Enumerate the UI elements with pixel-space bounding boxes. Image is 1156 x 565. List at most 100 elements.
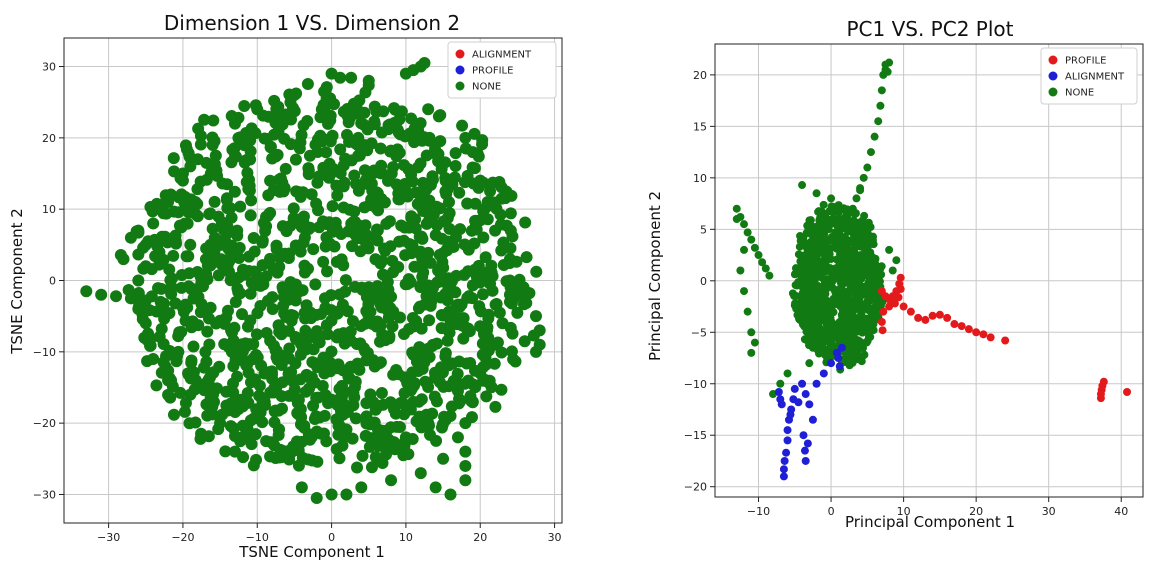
point-none xyxy=(418,56,431,69)
point-none xyxy=(449,147,462,160)
point-none xyxy=(302,262,315,275)
point-none xyxy=(241,320,254,333)
x-tick-label: 30 xyxy=(1042,505,1056,518)
point-none xyxy=(210,382,223,395)
y-axis-label: Principal Component 2 xyxy=(646,191,664,361)
point-none xyxy=(370,105,383,118)
point-none xyxy=(245,194,258,207)
point-none xyxy=(821,210,830,219)
point-none xyxy=(132,224,145,237)
point-none xyxy=(139,317,152,330)
point-none xyxy=(124,231,137,244)
point-none xyxy=(340,488,353,501)
point-none xyxy=(368,230,381,243)
point-none xyxy=(795,314,804,323)
legend-label: ALIGNMENT xyxy=(472,50,532,61)
point-none xyxy=(320,146,333,159)
point-none xyxy=(399,431,412,444)
point-profile xyxy=(896,285,905,294)
legend-label: ALIGNMENT xyxy=(1065,72,1125,83)
point-none xyxy=(293,142,306,155)
point-none xyxy=(374,319,387,332)
point-none xyxy=(167,408,180,421)
point-none xyxy=(287,212,300,225)
point-none xyxy=(218,238,231,251)
point-none xyxy=(504,207,517,220)
point-none xyxy=(375,126,388,139)
point-none xyxy=(305,371,318,384)
point-none xyxy=(338,398,351,411)
point-none xyxy=(450,318,463,331)
point-none xyxy=(454,223,467,236)
point-none xyxy=(857,230,866,239)
point-none xyxy=(874,117,883,126)
point-none xyxy=(323,362,336,375)
point-none xyxy=(363,440,376,453)
point-none xyxy=(320,319,333,332)
point-none xyxy=(866,148,875,157)
chart-pca: PC1 VS. PC2 Plot Principal Component 1 P… xyxy=(578,0,1156,565)
point-none xyxy=(864,218,873,227)
point-none xyxy=(854,345,863,354)
plot-border xyxy=(714,43,1144,498)
point-none xyxy=(474,367,487,380)
point-none xyxy=(836,276,845,285)
x-tick-label: 0 xyxy=(828,505,835,518)
point-none xyxy=(419,375,432,388)
point-none xyxy=(345,154,358,167)
point-none xyxy=(95,288,108,301)
point-profile xyxy=(878,326,887,335)
point-profile xyxy=(921,315,930,324)
point-none xyxy=(175,269,188,282)
point-none xyxy=(370,201,383,214)
point-none xyxy=(226,143,239,156)
point-none xyxy=(194,175,207,188)
point-none xyxy=(117,253,130,266)
point-none xyxy=(493,176,506,189)
point-none xyxy=(296,284,309,297)
point-none xyxy=(408,260,421,273)
point-none xyxy=(282,445,295,458)
point-none xyxy=(414,467,427,480)
point-none xyxy=(840,213,849,222)
point-none xyxy=(256,416,269,429)
x-axis-label: Principal Component 1 xyxy=(845,513,1015,531)
point-none xyxy=(503,295,516,308)
point-none xyxy=(154,295,167,308)
point-none xyxy=(169,237,182,250)
point-none xyxy=(482,308,495,321)
point-none xyxy=(305,430,318,443)
point-none xyxy=(356,224,369,237)
point-none xyxy=(397,327,410,340)
y-tick-label: 5 xyxy=(700,223,707,236)
point-none xyxy=(312,204,325,217)
point-none xyxy=(308,412,321,425)
point-alignment xyxy=(782,448,791,457)
point-none xyxy=(862,297,871,306)
point-none xyxy=(192,290,205,303)
point-none xyxy=(206,222,219,235)
point-none xyxy=(459,459,472,472)
point-none xyxy=(456,119,469,132)
point-none xyxy=(849,270,858,279)
point-none xyxy=(153,258,166,271)
point-none xyxy=(337,105,350,118)
y-tick-label: 0 xyxy=(49,275,56,288)
point-none xyxy=(292,393,305,406)
point-none xyxy=(376,268,389,281)
point-none xyxy=(800,241,809,250)
axes: −30 −20 −10 0 10 20 30 −30 −20 −10 0 10 20 30 xyxy=(33,61,562,544)
point-profile xyxy=(877,317,886,326)
point-none xyxy=(436,256,449,269)
point-none xyxy=(441,183,454,196)
point-none xyxy=(212,269,225,282)
point-none xyxy=(191,153,204,166)
point-none xyxy=(358,164,371,177)
point-none xyxy=(807,328,816,337)
point-none xyxy=(397,449,410,462)
point-none xyxy=(349,412,362,425)
point-none xyxy=(813,332,822,341)
point-none xyxy=(377,398,390,411)
point-none xyxy=(164,391,177,404)
point-none xyxy=(429,371,442,384)
